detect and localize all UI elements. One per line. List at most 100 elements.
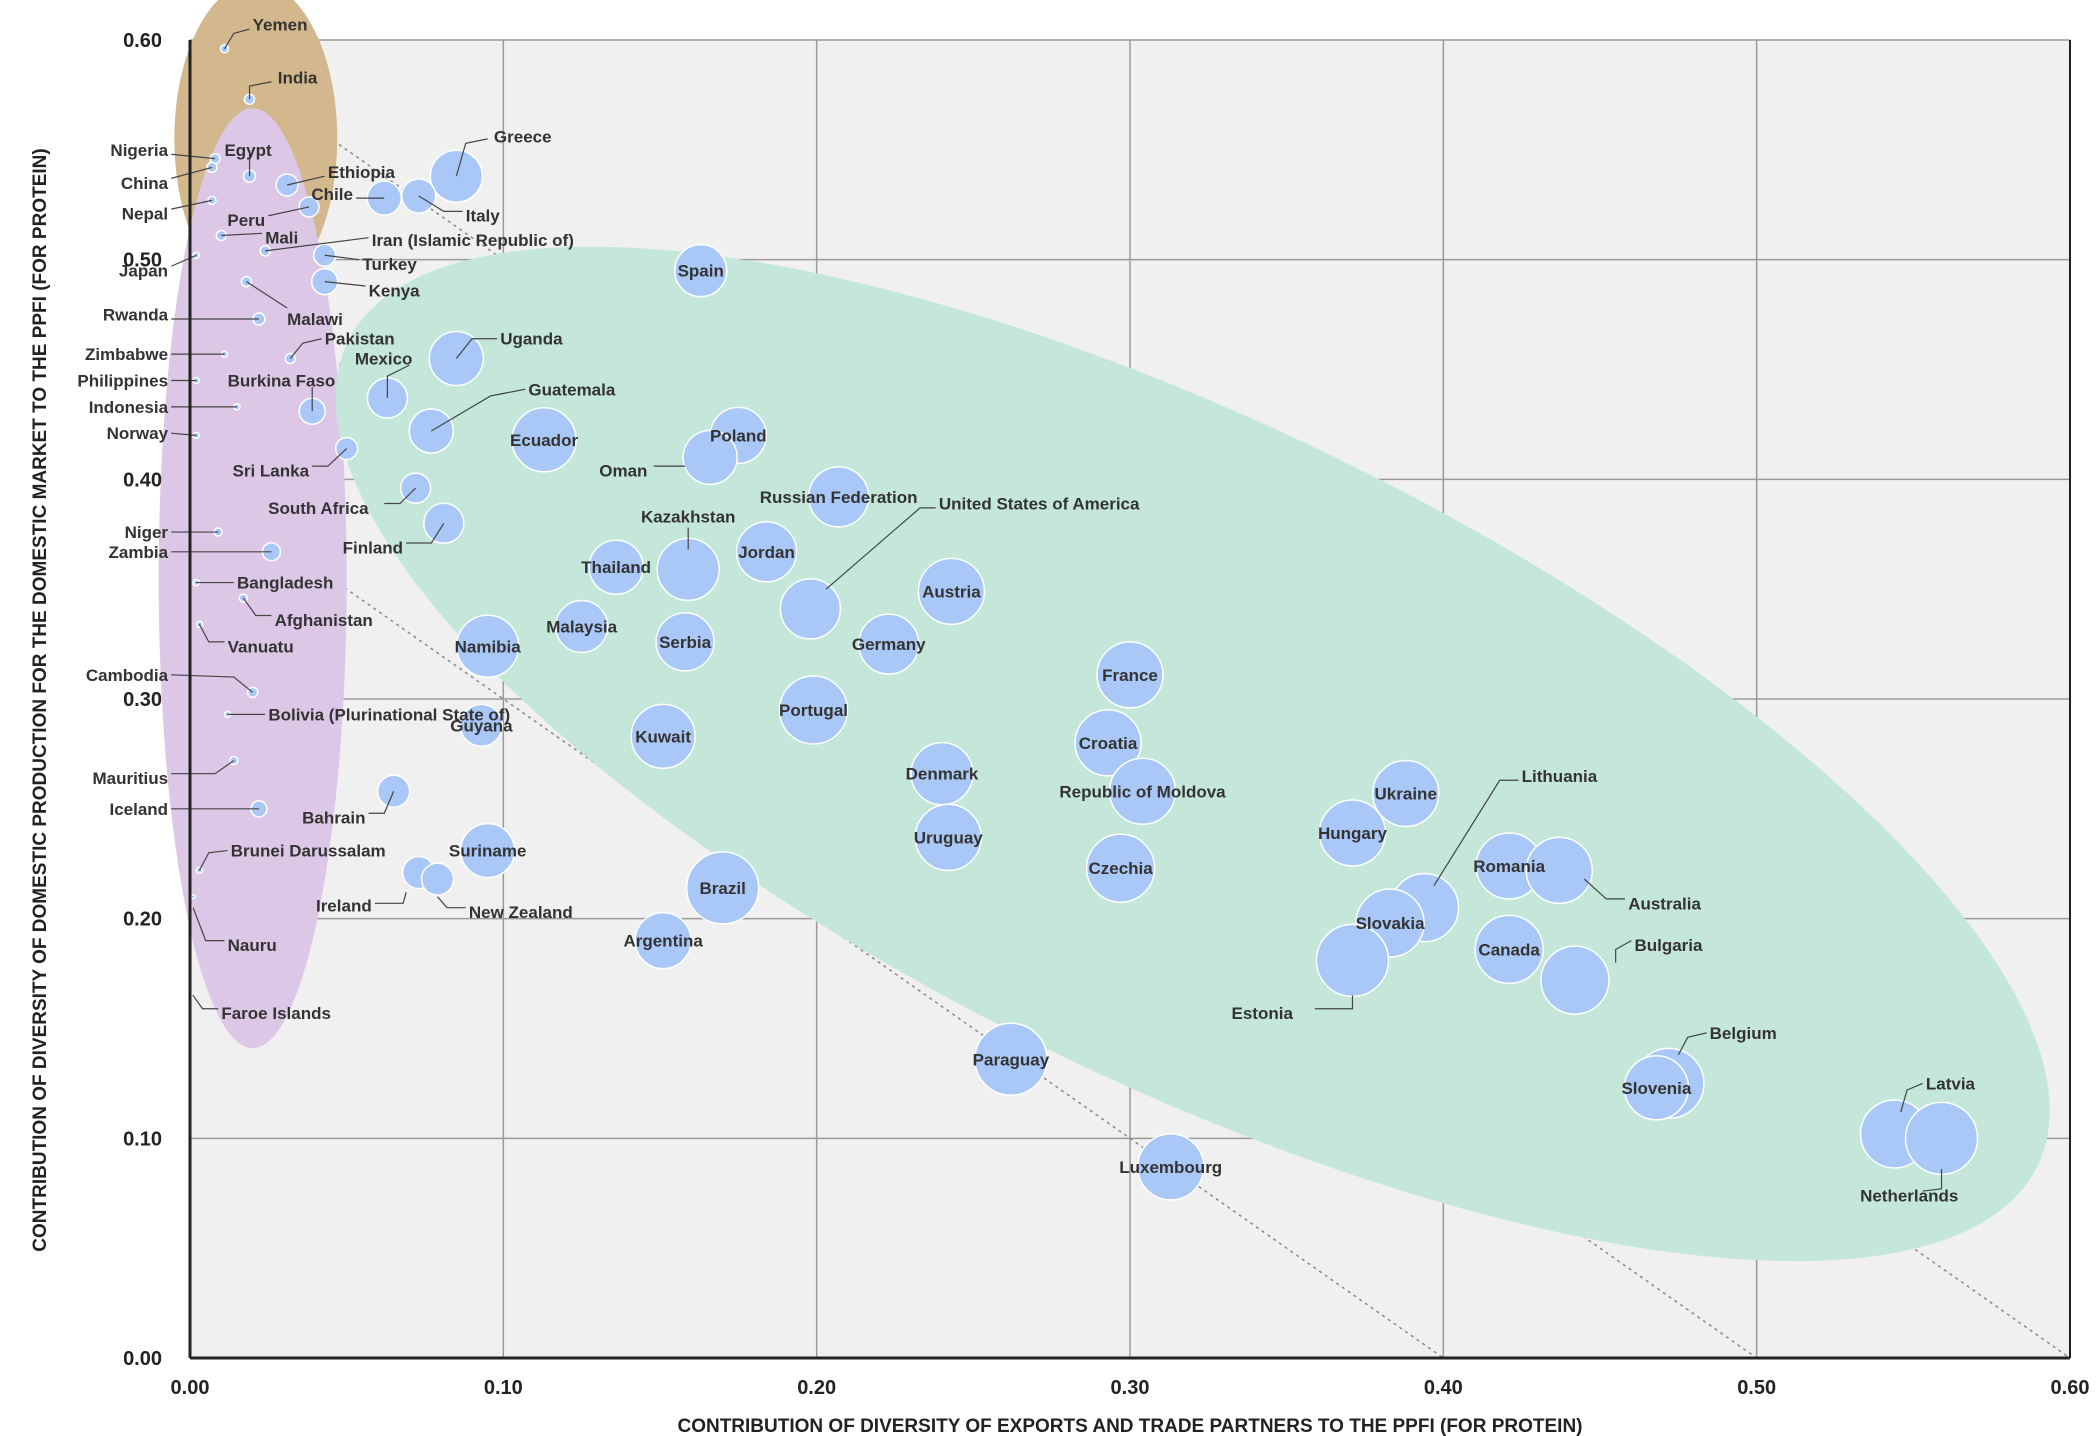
label-greece: Greece bbox=[494, 128, 552, 147]
label-italy: Italy bbox=[466, 207, 501, 226]
label-pakistan: Pakistan bbox=[325, 330, 395, 349]
label-slovenia: Slovenia bbox=[1621, 1079, 1691, 1098]
bubble-portugal bbox=[778, 675, 849, 745]
leader-line-sri-lanka bbox=[312, 448, 348, 467]
label-yemen: Yemen bbox=[253, 16, 308, 35]
label-vanuatu: Vanuatu bbox=[228, 637, 294, 656]
bubble-brazil bbox=[685, 851, 760, 925]
label-latvia: Latvia bbox=[1926, 1074, 1976, 1093]
axes: 0.00 0.10 0.20 0.30 0.40 0.50 0.60 0.00 0.10 0.20… bbox=[123, 30, 2089, 1399]
label-poland: Poland bbox=[710, 426, 767, 445]
label-chile: Chile bbox=[311, 185, 353, 204]
leader-line-bulgaria bbox=[1615, 940, 1632, 963]
leader-line-united-states-of-america bbox=[825, 507, 936, 590]
label-kenya: Kenya bbox=[369, 281, 421, 300]
label-bahrain: Bahrain bbox=[302, 809, 365, 828]
leader-line-estonia bbox=[1314, 995, 1354, 1010]
x-tick-label: 0.30 bbox=[1111, 1377, 1150, 1399]
leader-line-finland bbox=[406, 522, 445, 544]
bubble-hungary bbox=[1318, 799, 1387, 867]
label-finland: Finland bbox=[343, 538, 403, 557]
label-namibia: Namibia bbox=[455, 637, 522, 656]
label-belgium: Belgium bbox=[1710, 1024, 1777, 1043]
label-kazakhstan: Kazakhstan bbox=[641, 508, 735, 527]
bubble-nauru bbox=[190, 893, 196, 900]
label-bulgaria: Bulgaria bbox=[1634, 936, 1703, 955]
bubble-thailand bbox=[588, 539, 644, 595]
cluster-ellipses bbox=[158, 0, 2050, 1262]
y-tick-label: 0.60 bbox=[123, 30, 162, 52]
bubble-republic-of-moldova bbox=[1108, 757, 1177, 826]
bubble-japan bbox=[192, 251, 201, 260]
leader-line-peru bbox=[268, 206, 310, 217]
y-tick-label: 0.10 bbox=[123, 1128, 162, 1150]
leader-line-vanuatu bbox=[198, 624, 225, 643]
leader-line-belgium bbox=[1677, 1032, 1707, 1056]
bubble-spain bbox=[673, 243, 728, 298]
leader-line-south-africa bbox=[384, 487, 417, 505]
label-lithuania: Lithuania bbox=[1522, 767, 1598, 786]
leader-line-india bbox=[248, 81, 272, 100]
leader-line-lithuania bbox=[1433, 779, 1519, 887]
label-mauritius: Mauritius bbox=[93, 769, 169, 788]
bubble-luxembourg bbox=[1136, 1133, 1205, 1201]
leader-line-ethiopia bbox=[286, 175, 325, 186]
leader-line-kenya bbox=[324, 281, 366, 287]
bubble-netherlands bbox=[1904, 1101, 1979, 1176]
leader-line-pakistan bbox=[289, 338, 322, 359]
leader-line-nigeria bbox=[171, 153, 216, 160]
bubble-ecuador bbox=[511, 407, 577, 473]
bubble-guyana bbox=[459, 703, 504, 748]
label-france: France bbox=[1102, 666, 1158, 685]
leader-line-afghanistan bbox=[242, 597, 272, 617]
bubble-australia bbox=[1525, 836, 1594, 905]
label-bolivia-plurinational-state-of: Bolivia (Plurinational State of) bbox=[268, 705, 510, 724]
label-turkey: Turkey bbox=[362, 255, 417, 274]
leader-line-yemen bbox=[223, 28, 250, 50]
label-iceland: Iceland bbox=[109, 800, 168, 819]
label-portugal: Portugal bbox=[779, 701, 848, 720]
bubble-suriname bbox=[459, 822, 516, 879]
leader-line-australia bbox=[1583, 878, 1626, 900]
label-brazil: Brazil bbox=[700, 879, 746, 898]
bubble-new-zealand bbox=[420, 862, 455, 896]
leader-line-bahrain bbox=[368, 791, 395, 814]
label-indonesia: Indonesia bbox=[89, 398, 169, 417]
label-jordan: Jordan bbox=[738, 543, 795, 562]
bubble-oman bbox=[682, 429, 738, 486]
label-oman: Oman bbox=[599, 462, 647, 481]
label-croatia: Croatia bbox=[1079, 734, 1138, 753]
label-ecuador: Ecuador bbox=[510, 431, 578, 450]
label-india: India bbox=[278, 68, 318, 87]
bubble-france bbox=[1096, 641, 1164, 709]
y-tick-label: 0.20 bbox=[123, 909, 162, 931]
bubble-namibia bbox=[455, 614, 520, 679]
leader-line-faroe-islands bbox=[192, 995, 219, 1010]
y-tick-label: 0.00 bbox=[123, 1348, 162, 1370]
leader-line-nepal bbox=[171, 199, 213, 210]
bubble-argentina bbox=[634, 911, 692, 970]
label-mali: Mali bbox=[265, 229, 298, 248]
label-mexico: Mexico bbox=[355, 350, 413, 369]
leader-line-uganda bbox=[455, 338, 498, 359]
bubble-united-states-of-america bbox=[779, 578, 842, 640]
bubble-austria bbox=[917, 557, 986, 626]
label-malaysia: Malaysia bbox=[546, 618, 617, 637]
label-nepal: Nepal bbox=[122, 205, 168, 224]
label-hungary: Hungary bbox=[1318, 824, 1388, 843]
label-netherlands: Netherlands bbox=[1860, 1186, 1958, 1205]
label-afghanistan: Afghanistan bbox=[275, 611, 373, 630]
bubble-serbia bbox=[655, 612, 715, 672]
label-egypt: Egypt bbox=[224, 141, 272, 160]
bubble-bulgaria bbox=[1540, 945, 1610, 1015]
leader-line-iran-islamic-republic-of bbox=[265, 237, 369, 252]
label-paraguay: Paraguay bbox=[973, 1050, 1050, 1069]
label-estonia: Estonia bbox=[1232, 1004, 1294, 1023]
bubble-slovenia bbox=[1623, 1055, 1690, 1121]
x-tick-label: 0.20 bbox=[797, 1377, 836, 1399]
label-cambodia: Cambodia bbox=[86, 666, 169, 685]
leader-line-guatemala bbox=[430, 388, 526, 432]
label-guyana: Guyana bbox=[450, 716, 513, 735]
x-axis-title: CONTRIBUTION OF DIVERSITY OF EXPORTS AND… bbox=[677, 1416, 1582, 1436]
label-uganda: Uganda bbox=[500, 330, 563, 349]
